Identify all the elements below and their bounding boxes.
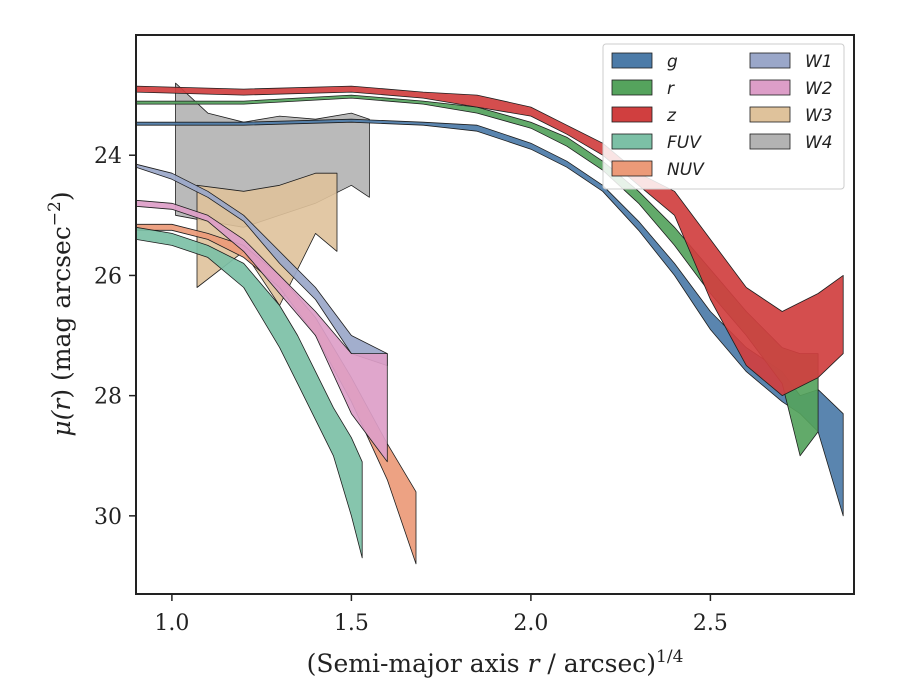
plot-area [135,82,844,565]
legend-swatch-w4 [749,133,791,150]
series-band-w2 [135,199,388,463]
y-tick-label: 30 [94,505,122,530]
legend-swatch-w1 [749,52,791,69]
series-band-fuv [135,226,363,559]
legend-label-g: g [667,52,678,72]
legend: grz FUV NUV W1 W2 W3 W4 [602,43,845,190]
legend-label-z: z [666,106,677,126]
legend-swatch-nuv [611,160,653,177]
y-tick-label: 24 [94,144,122,169]
legend-label-nuv: NUV [667,160,705,180]
x-tick-label: 1.0 [154,611,189,636]
y-tick-label: 28 [94,385,122,410]
legend-swatch-w2 [749,79,791,96]
legend-label-w1: W1 [805,52,833,72]
legend-label-w2: W2 [805,79,833,99]
legend-swatch-w3 [749,106,791,123]
x-tick-label: 1.5 [334,611,369,636]
legend-label-fuv: FUV [667,133,702,153]
legend-label-w4: W4 [805,133,833,153]
legend-swatch-g [611,52,653,69]
legend-label-w3: W3 [805,106,833,126]
y-axis-label: μ(r) (mag arcsec−2) [45,191,76,436]
x-tick-label: 2.5 [693,611,728,636]
legend-swatch-z [611,106,653,123]
series-band-r [135,94,819,457]
legend-swatch-fuv [611,133,653,150]
x-axis-ticks: 1.0 1.5 2.0 2.5 [154,594,728,636]
legend-swatch-r [611,79,653,96]
x-axis-label: (Semi-major axis r / arcsec)1/4 [307,647,684,678]
legend-label-r: r [667,79,675,99]
axes-frame [135,34,855,595]
x-tick-label: 2.0 [513,611,548,636]
series-band-g [135,118,844,517]
series-band-z [135,85,844,397]
y-tick-label: 26 [94,264,122,289]
y-axis-ticks: 24 26 28 30 [94,144,136,530]
